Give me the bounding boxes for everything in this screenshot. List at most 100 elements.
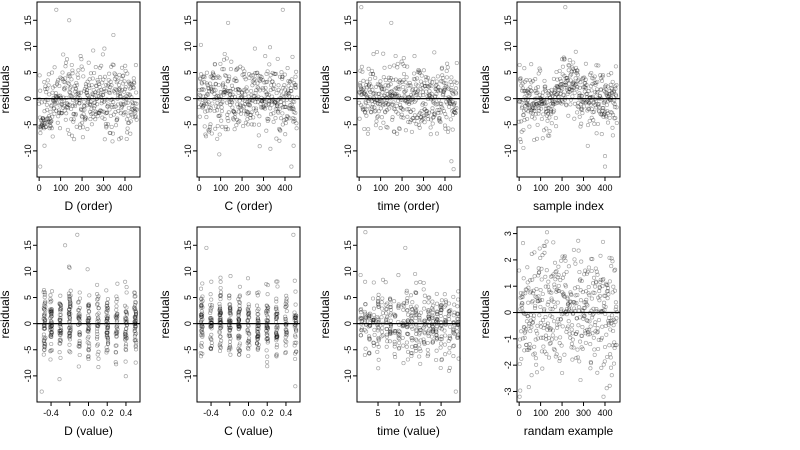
data-point [114, 330, 119, 335]
data-point [389, 89, 394, 94]
data-point [67, 18, 72, 23]
data-point [233, 87, 238, 92]
data-point [277, 127, 282, 132]
data-point [545, 90, 550, 96]
data-point [103, 89, 108, 94]
data-point [367, 351, 372, 356]
data-point [42, 292, 47, 297]
data-point [530, 105, 535, 110]
data-point [455, 316, 460, 321]
data-point [600, 106, 605, 111]
data-point [255, 334, 260, 339]
data-point [434, 317, 439, 322]
data-point [551, 240, 556, 245]
data-point [569, 327, 574, 332]
data-point [537, 313, 542, 318]
data-point [384, 316, 389, 321]
data-point [519, 356, 524, 361]
data-point [274, 331, 279, 336]
data-point [209, 340, 214, 345]
data-point [118, 111, 123, 116]
data-point [540, 93, 545, 98]
data-point [534, 328, 539, 333]
data-point [369, 68, 375, 73]
data-point [392, 129, 397, 134]
data-point [76, 315, 81, 320]
data-point [244, 112, 249, 117]
data-point [541, 335, 546, 340]
data-point [265, 354, 270, 359]
data-point [76, 312, 81, 317]
data-point [45, 116, 50, 121]
data-point [120, 81, 126, 86]
data-point [237, 88, 242, 93]
data-point [528, 107, 533, 112]
data-point [48, 319, 54, 324]
data-point [246, 311, 252, 316]
data-point [600, 73, 606, 78]
data-point [41, 335, 46, 340]
data-point [68, 328, 73, 333]
data-point [60, 99, 65, 104]
data-point [597, 289, 602, 294]
data-point [220, 82, 225, 87]
data-point [446, 338, 451, 344]
data-point [430, 340, 435, 345]
x-tick-label: 0 [517, 408, 522, 418]
data-point [96, 296, 101, 301]
data-point [553, 304, 558, 309]
data-point [226, 333, 231, 338]
data-point [396, 304, 401, 309]
data-point [282, 101, 287, 106]
data-point [255, 333, 260, 338]
data-point [218, 316, 223, 321]
data-point [62, 87, 67, 92]
data-point [242, 75, 247, 80]
data-point [108, 85, 113, 90]
data-point [67, 316, 73, 321]
data-point [438, 313, 443, 319]
data-point [275, 324, 280, 329]
data-point [449, 82, 454, 88]
x-tick-label: 0.0 [82, 408, 95, 418]
data-point [528, 278, 533, 283]
data-point [63, 76, 68, 81]
data-point [567, 299, 573, 304]
data-point [95, 334, 100, 339]
data-point [113, 360, 118, 365]
data-point [228, 67, 233, 72]
data-point [517, 337, 523, 342]
data-point [245, 117, 250, 122]
data-point [582, 313, 587, 318]
data-point [531, 291, 536, 296]
data-point [292, 316, 297, 321]
data-point [93, 109, 98, 114]
data-point [274, 315, 279, 320]
data-point [237, 119, 242, 124]
data-point [199, 80, 204, 85]
data-point [264, 329, 269, 334]
data-point [561, 55, 566, 60]
data-point [430, 329, 436, 334]
data-point [570, 85, 575, 90]
data-point [116, 109, 121, 114]
data-point [405, 64, 410, 69]
data-point [398, 97, 403, 102]
data-point [456, 297, 461, 302]
data-point [534, 286, 539, 292]
data-point [78, 106, 84, 111]
data-point [517, 99, 522, 104]
data-point [58, 337, 63, 342]
data-point [243, 92, 248, 97]
data-point [275, 325, 280, 330]
data-point [438, 337, 443, 342]
data-point [397, 332, 402, 337]
data-point [544, 268, 549, 273]
data-point [607, 255, 612, 260]
data-point [557, 288, 562, 294]
data-point [274, 329, 279, 335]
data-point [106, 82, 111, 87]
data-point [274, 342, 279, 347]
data-point [212, 108, 217, 114]
data-point [539, 277, 544, 282]
